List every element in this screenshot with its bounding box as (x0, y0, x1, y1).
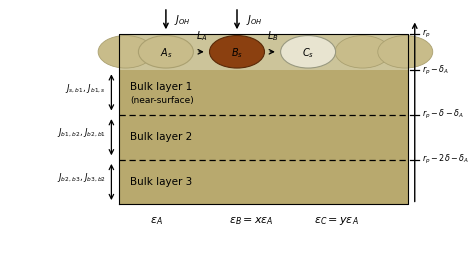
Text: $C_s$: $C_s$ (302, 46, 314, 60)
Text: $L_B$: $L_B$ (267, 30, 278, 43)
Circle shape (98, 36, 153, 68)
Text: $\varepsilon_C = y\varepsilon_A$: $\varepsilon_C = y\varepsilon_A$ (314, 215, 359, 227)
Text: $r_p$: $r_p$ (422, 27, 431, 40)
Text: $J_{s,b1}$, $J_{b1,s}$: $J_{s,b1}$, $J_{b1,s}$ (65, 82, 106, 95)
Text: Bulk layer 2: Bulk layer 2 (130, 132, 192, 142)
Text: $L_A$: $L_A$ (196, 30, 207, 43)
Circle shape (210, 36, 264, 68)
Text: $B_s$: $B_s$ (231, 46, 243, 60)
Text: (near-surface): (near-surface) (130, 96, 194, 105)
Text: $J_{b2,b3}$, $J_{b3,b2}$: $J_{b2,b3}$, $J_{b3,b2}$ (56, 171, 106, 184)
Circle shape (335, 36, 390, 68)
Circle shape (138, 36, 193, 68)
Text: $J_{b1,b2}$, $J_{b2,b1}$: $J_{b1,b2}$, $J_{b2,b1}$ (56, 127, 106, 139)
Circle shape (378, 36, 433, 68)
Text: $\varepsilon_B = x\varepsilon_A$: $\varepsilon_B = x\varepsilon_A$ (229, 215, 273, 227)
Circle shape (281, 36, 336, 68)
Text: Bulk layer 3: Bulk layer 3 (130, 177, 192, 187)
Text: Bulk layer 1: Bulk layer 1 (130, 82, 192, 92)
Text: $r_p - \delta - \delta_A$: $r_p - \delta - \delta_A$ (422, 108, 465, 121)
Text: $r_p - 2\delta - \delta_A$: $r_p - 2\delta - \delta_A$ (422, 153, 469, 166)
Bar (118, 34, 408, 70)
Text: $J_{OH}$: $J_{OH}$ (246, 13, 262, 27)
Text: $A_s$: $A_s$ (160, 46, 172, 60)
Bar (118, 34, 408, 204)
Text: $\varepsilon_A$: $\varepsilon_A$ (150, 215, 163, 227)
Text: $r_p - \delta_A$: $r_p - \delta_A$ (422, 64, 450, 76)
Text: $J_{OH}$: $J_{OH}$ (174, 13, 191, 27)
